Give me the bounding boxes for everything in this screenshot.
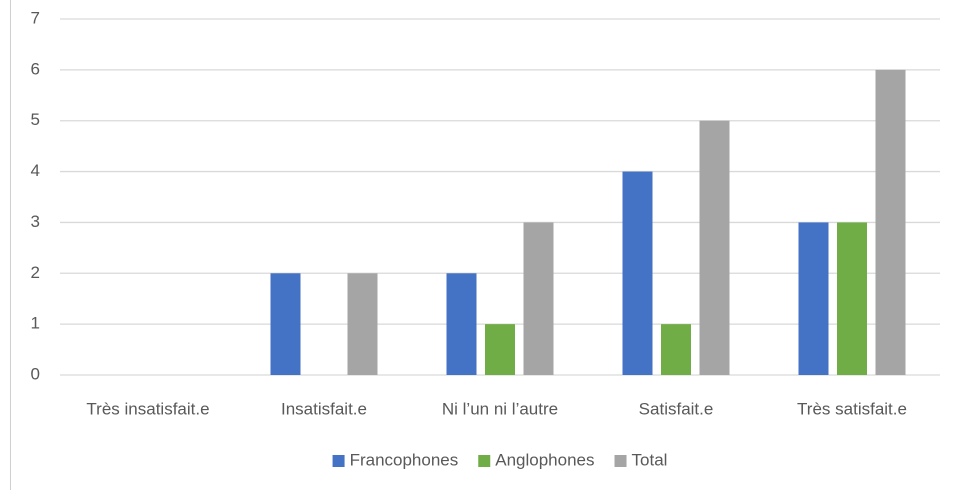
legend-label: Total [632, 450, 668, 469]
x-tick-label: Très satisfait.e [797, 399, 907, 418]
legend-label: Anglophones [495, 450, 594, 469]
y-tick-label: 6 [31, 59, 40, 78]
y-tick-label: 2 [31, 263, 40, 282]
bar [661, 324, 691, 375]
y-tick-label: 7 [31, 8, 40, 27]
y-tick-label: 5 [31, 110, 40, 129]
legend-swatch [332, 455, 345, 467]
bar [485, 324, 515, 375]
legend-swatch [614, 455, 627, 467]
y-tick-label: 4 [31, 161, 40, 180]
bar [622, 171, 653, 375]
legend: Francophones Anglophones Total [332, 450, 668, 469]
y-tick-label: 3 [31, 212, 40, 231]
bar [347, 273, 378, 375]
bar [270, 273, 301, 375]
x-tick-label: Très insatisfait.e [86, 399, 209, 418]
bar [523, 222, 554, 375]
x-tick-label: Ni l’un ni l’autre [442, 399, 558, 418]
x-tick-label: Insatisfait.e [281, 399, 367, 418]
legend-label: Francophones [350, 450, 459, 469]
bar [875, 69, 906, 375]
bar [699, 120, 730, 375]
legend-swatch [478, 455, 491, 467]
bar [798, 222, 829, 375]
bar [446, 273, 477, 375]
bar [837, 222, 867, 375]
y-tick-label: 0 [31, 364, 40, 383]
y-tick-label: 1 [31, 314, 40, 333]
x-tick-label: Satisfait.e [639, 399, 714, 418]
